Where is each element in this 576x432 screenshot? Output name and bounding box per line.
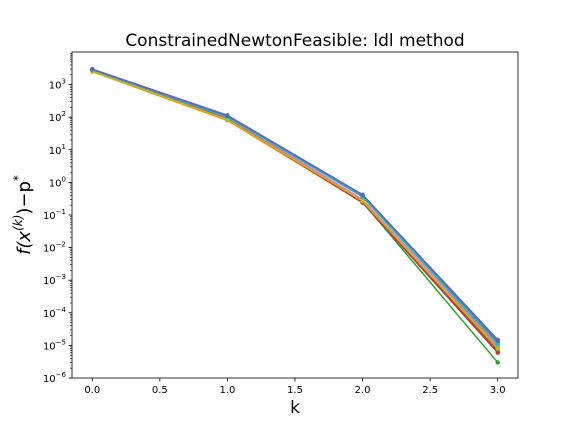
x-tick-label-5: 2.5: [422, 385, 438, 396]
x-tick-label-0: 0.0: [84, 385, 100, 396]
y-tick-label-8: 102: [49, 110, 66, 124]
y-axis-label-sup1: (k): [11, 215, 25, 231]
x-axis: 0.0 0.5 1.0 1.5 2.0 2.5 3.0: [84, 378, 506, 396]
y-tick-label-4: 10−2: [43, 241, 66, 255]
y-axis: 10−6 10−5 10−4 10−3 10−2 10−1 100 101 102 103: [43, 53, 72, 385]
y-axis-label-sup2: *: [11, 175, 25, 181]
y-tick-label-1: 10−5: [43, 338, 66, 352]
series-point-2-3: [495, 360, 500, 365]
y-tick-label-2: 10−4: [43, 306, 67, 320]
x-tick-label-1: 0.5: [152, 385, 168, 396]
series-point-10-2: [360, 192, 365, 198]
x-tick-label-3: 1.5: [287, 385, 303, 396]
series-line-8: [92, 70, 499, 350]
y-tick-label-9: 103: [49, 78, 66, 92]
series-point-8-2: [360, 198, 365, 204]
y-tick-label-6: 100: [49, 175, 66, 189]
series-point-10-0: [90, 67, 95, 72]
x-tick-label-4: 2.0: [355, 385, 371, 396]
series-point-8-3: [495, 346, 500, 351]
x-axis-label: k: [290, 398, 300, 418]
x-tick-label-6: 3.0: [490, 385, 506, 396]
series-line-10: [92, 68, 499, 342]
y-axis-label-mid: )−p: [14, 181, 35, 215]
series-layer: [90, 66, 500, 365]
plot-frame: [71, 51, 519, 379]
chart-title: ConstrainedNewtonFeasible: ldl method: [125, 31, 464, 51]
y-tick-label-3: 10−3: [43, 273, 66, 287]
y-axis-label-base: f(x: [14, 231, 35, 255]
series-point-10-1: [225, 113, 230, 119]
plot-area: 0.0 0.5 1.0 1.5 2.0 2.5 3.0 10−610−510−410−310…: [43, 51, 519, 396]
series-point-9-3: [495, 341, 500, 347]
series-point-10-3: [495, 338, 500, 343]
x-tick-label-2: 1.0: [219, 385, 235, 396]
y-tick-label-0: 10−6: [43, 371, 67, 385]
y-tick-label-7: 101: [49, 143, 66, 157]
y-tick-label-5: 10−1: [43, 208, 66, 222]
y-axis-label: f(x(k))−p*: [11, 175, 35, 255]
